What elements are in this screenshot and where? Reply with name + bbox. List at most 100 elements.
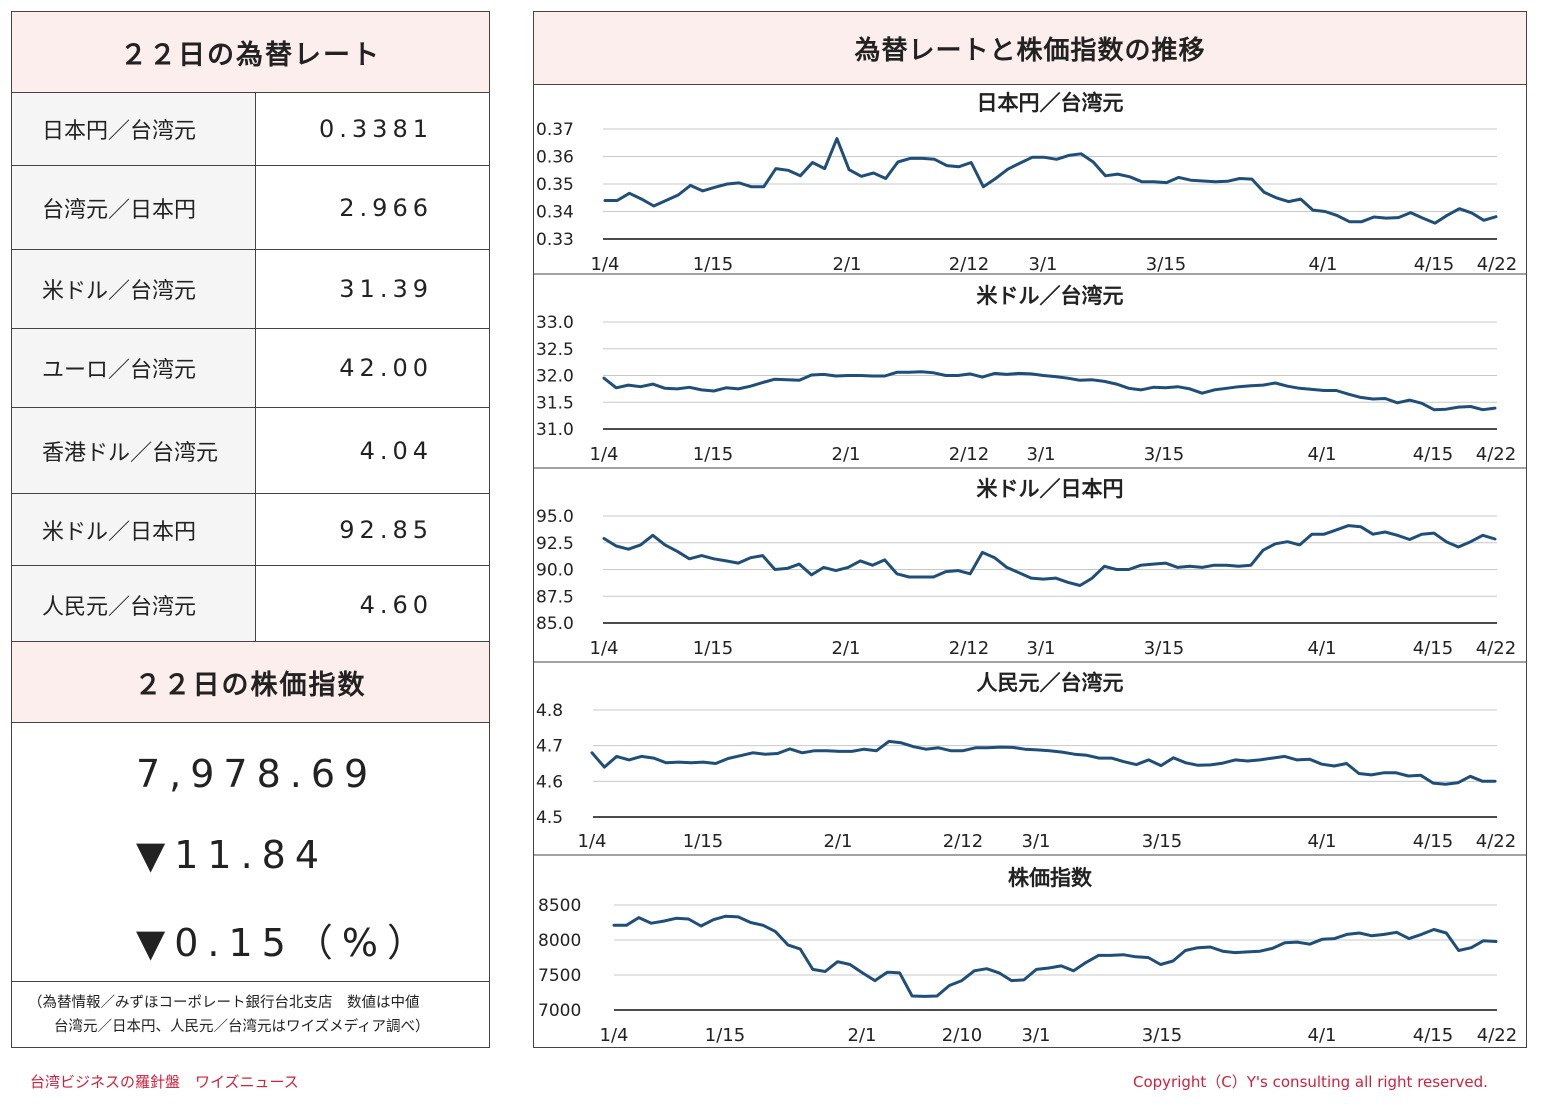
chart-title: 日本円／台湾元 bbox=[977, 91, 1124, 115]
y-tick-label: 33.0 bbox=[536, 313, 574, 333]
x-tick-label: 4/1 bbox=[1308, 1025, 1337, 1046]
rates-title: ２２日の為替レート bbox=[120, 39, 381, 71]
y-tick-label: 8000 bbox=[538, 931, 581, 951]
x-tick-label: 1/15 bbox=[693, 444, 733, 465]
y-tick-label: 32.5 bbox=[536, 340, 574, 360]
x-tick-label: 1/4 bbox=[578, 831, 607, 852]
rate-value: 4.60 bbox=[359, 590, 433, 619]
rate-label: 米ドル／台湾元 bbox=[12, 250, 256, 328]
rate-value: 0.3381 bbox=[319, 115, 433, 143]
stock-value: 7,978.69 bbox=[136, 752, 378, 796]
x-tick-label: 4/22 bbox=[1476, 638, 1516, 659]
chart-title: 株価指数 bbox=[1008, 866, 1093, 890]
series-line bbox=[603, 137, 1498, 225]
y-tick-label: 4.6 bbox=[536, 772, 563, 792]
y-tick-label: 4.8 bbox=[536, 701, 563, 721]
rate-label: 香港ドル／台湾元 bbox=[12, 408, 256, 493]
x-tick-label: 3/15 bbox=[1146, 254, 1186, 275]
y-tick-label: 8500 bbox=[538, 896, 581, 916]
x-tick-label: 2/1 bbox=[848, 1025, 877, 1046]
chart-title: 米ドル／日本円 bbox=[977, 477, 1124, 501]
x-tick-label: 4/1 bbox=[1309, 254, 1338, 275]
rate-value: 4.04 bbox=[359, 436, 433, 465]
x-tick-label: 1/4 bbox=[600, 1025, 629, 1046]
x-tick-label: 2/1 bbox=[833, 254, 862, 275]
rate-row: 人民元／台湾元 4.60 bbox=[12, 565, 489, 643]
rate-label: 人民元／台湾元 bbox=[12, 566, 256, 643]
y-tick-label: 0.33 bbox=[536, 230, 574, 250]
y-tick-label: 32.0 bbox=[536, 367, 574, 387]
y-tick-label: 7000 bbox=[538, 1001, 581, 1021]
x-tick-label: 4/15 bbox=[1413, 638, 1453, 659]
y-tick-label: 0.34 bbox=[536, 203, 574, 223]
y-tick-label: 85.0 bbox=[536, 614, 574, 634]
x-tick-label: 2/10 bbox=[942, 1025, 982, 1046]
y-tick-label: 4.5 bbox=[536, 808, 563, 828]
x-tick-label: 3/15 bbox=[1144, 638, 1184, 659]
source-note-line-1: （為替情報／みずほコーポレート銀行台北支店 数値は中値 bbox=[28, 995, 420, 1011]
x-tick-label: 3/15 bbox=[1144, 444, 1184, 465]
y-tick-label: 0.37 bbox=[536, 120, 574, 140]
chart-title: 米ドル／台湾元 bbox=[977, 284, 1124, 308]
x-tick-label: 3/1 bbox=[1029, 254, 1058, 275]
x-tick-label: 2/12 bbox=[943, 831, 983, 852]
x-tick-label: 4/15 bbox=[1414, 254, 1454, 275]
rate-label: ユーロ／台湾元 bbox=[12, 329, 256, 407]
x-tick-label: 1/4 bbox=[590, 638, 619, 659]
x-tick-label: 1/15 bbox=[693, 638, 733, 659]
series-line bbox=[590, 739, 1497, 786]
x-tick-label: 3/1 bbox=[1022, 831, 1051, 852]
footer-left: 台湾ビジネスの羅針盤 ワイズニュース bbox=[30, 1073, 299, 1091]
x-tick-label: 1/15 bbox=[683, 831, 723, 852]
rate-value: 31.39 bbox=[339, 275, 433, 303]
x-tick-label: 3/15 bbox=[1142, 1025, 1182, 1046]
x-tick-label: 1/4 bbox=[591, 254, 620, 275]
y-tick-label: 87.5 bbox=[536, 587, 574, 607]
stock-divider bbox=[12, 981, 489, 982]
y-tick-label: 31.5 bbox=[536, 393, 574, 413]
x-tick-label: 2/12 bbox=[949, 254, 989, 275]
stock-header: ２２日の株価指数 bbox=[12, 642, 489, 723]
x-tick-label: 1/4 bbox=[590, 444, 619, 465]
rate-value: 2.966 bbox=[339, 193, 433, 222]
stock-title: ２２日の株価指数 bbox=[134, 669, 367, 701]
rate-row: 香港ドル／台湾元 4.04 bbox=[12, 407, 489, 493]
charts-header: 為替レートと株価指数の推移 bbox=[534, 12, 1526, 85]
x-tick-label: 4/1 bbox=[1308, 831, 1337, 852]
x-tick-label: 3/15 bbox=[1142, 831, 1182, 852]
rate-row: ユーロ／台湾元 42.00 bbox=[12, 328, 489, 407]
rate-row: 米ドル／台湾元 31.39 bbox=[12, 249, 489, 328]
x-tick-label: 2/1 bbox=[832, 638, 861, 659]
rate-row: 台湾元／日本円 2.966 bbox=[12, 165, 489, 249]
source-note: （為替情報／みずほコーポレート銀行台北支店 数値は中値 台湾元／日本円、人民元／… bbox=[28, 991, 430, 1039]
x-tick-label: 2/1 bbox=[832, 444, 861, 465]
y-tick-label: 0.35 bbox=[536, 175, 574, 195]
y-tick-label: 95.0 bbox=[536, 507, 574, 527]
x-tick-label: 2/12 bbox=[949, 444, 989, 465]
x-tick-label: 4/22 bbox=[1476, 444, 1516, 465]
stock-change: ▼11.84 bbox=[136, 833, 329, 877]
rates-header: ２２日の為替レート bbox=[12, 12, 489, 92]
x-tick-label: 3/1 bbox=[1027, 444, 1056, 465]
source-note-line-2: 台湾元／日本円、人民元／台湾元はワイズメディア調べ） bbox=[54, 1019, 430, 1035]
x-tick-label: 4/1 bbox=[1308, 638, 1337, 659]
rate-label: 台湾元／日本円 bbox=[12, 166, 256, 249]
stock-panel: ２２日の株価指数 7,978.69 ▼11.84 ▼0.15（%） （為替情報／… bbox=[11, 641, 490, 1048]
rate-label: 米ドル／日本円 bbox=[12, 494, 256, 565]
x-tick-label: 4/15 bbox=[1413, 1025, 1453, 1046]
x-tick-label: 4/22 bbox=[1477, 1025, 1517, 1046]
y-tick-label: 31.0 bbox=[536, 420, 574, 440]
rate-row: 米ドル／日本円 92.85 bbox=[12, 493, 489, 565]
rate-label: 日本円／台湾元 bbox=[12, 93, 256, 165]
x-tick-label: 4/15 bbox=[1413, 831, 1453, 852]
series-line bbox=[602, 370, 1497, 412]
rate-value: 92.85 bbox=[339, 515, 433, 544]
y-tick-label: 0.36 bbox=[536, 148, 574, 168]
stock-change-pct: ▼0.15（%） bbox=[136, 921, 434, 965]
series-line bbox=[612, 914, 1498, 998]
x-tick-label: 1/15 bbox=[705, 1025, 745, 1046]
x-tick-label: 3/1 bbox=[1027, 638, 1056, 659]
rates-panel: ２２日の為替レート 日本円／台湾元 0.3381 台湾元／日本円 2.966 米ドル／台… bbox=[11, 11, 490, 643]
x-tick-label: 4/22 bbox=[1476, 831, 1516, 852]
